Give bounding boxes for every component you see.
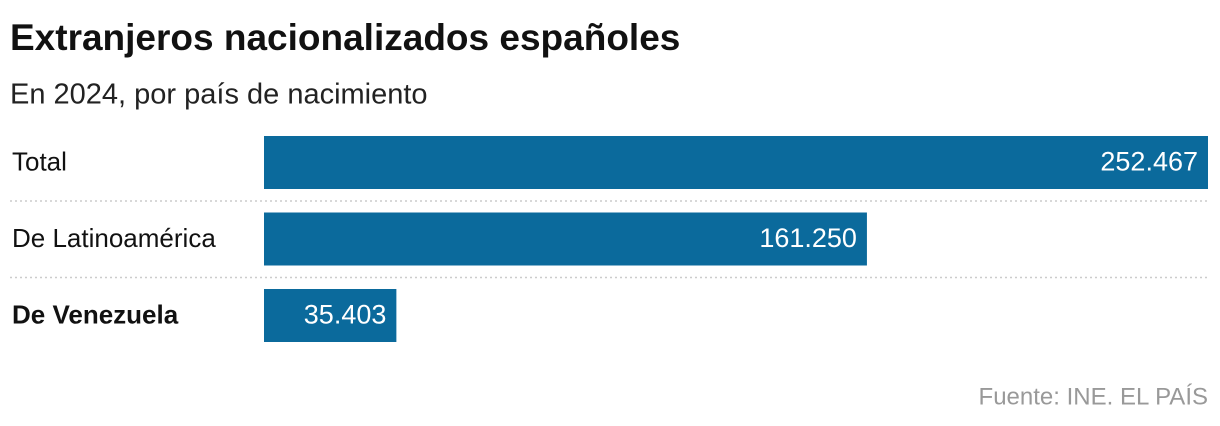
bar	[264, 136, 1208, 189]
chart-title: Extranjeros nacionalizados españoles	[10, 17, 680, 58]
chart-subtitle: En 2024, por país de nacimiento	[10, 79, 428, 111]
bar	[264, 212, 867, 266]
value-label: 161.250	[759, 223, 857, 253]
category-label: Total	[12, 146, 67, 176]
value-label: 35.403	[304, 300, 387, 330]
category-label: De Venezuela	[12, 299, 179, 329]
bar	[264, 289, 397, 342]
category-label: De Latinoamérica	[12, 223, 216, 253]
value-label: 252.467	[1100, 147, 1198, 177]
source: Fuente: INE. EL PAÍS	[979, 383, 1208, 410]
